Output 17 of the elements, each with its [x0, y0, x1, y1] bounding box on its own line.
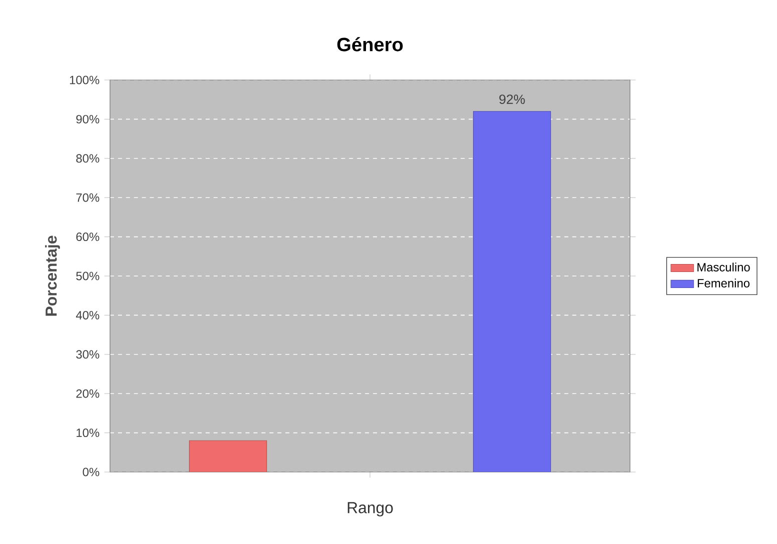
- y-tick-label: 100%: [70, 76, 100, 84]
- y-tick-label: 90%: [76, 114, 100, 124]
- y-tick-label: 40%: [76, 310, 100, 320]
- y-tick-label: 20%: [76, 389, 100, 398]
- y-tick-label: 50%: [76, 272, 100, 280]
- y-tick-label: 0%: [82, 468, 100, 476]
- chart-title: Género: [337, 37, 403, 52]
- data-label: 92%: [499, 94, 525, 104]
- y-tick-label: 60%: [76, 232, 100, 242]
- y-tick-label: 10%: [76, 428, 100, 438]
- y-tick-label: 70%: [76, 193, 100, 202]
- y-tick-label: 30%: [76, 350, 100, 359]
- legend-label: Femenino: [698, 278, 750, 288]
- x-axis-title: Rango: [348, 502, 393, 516]
- y-axis-title: Porcentaje: [45, 236, 60, 316]
- y-tick-label: 80%: [76, 154, 100, 163]
- legend-label: Masculino: [698, 262, 750, 272]
